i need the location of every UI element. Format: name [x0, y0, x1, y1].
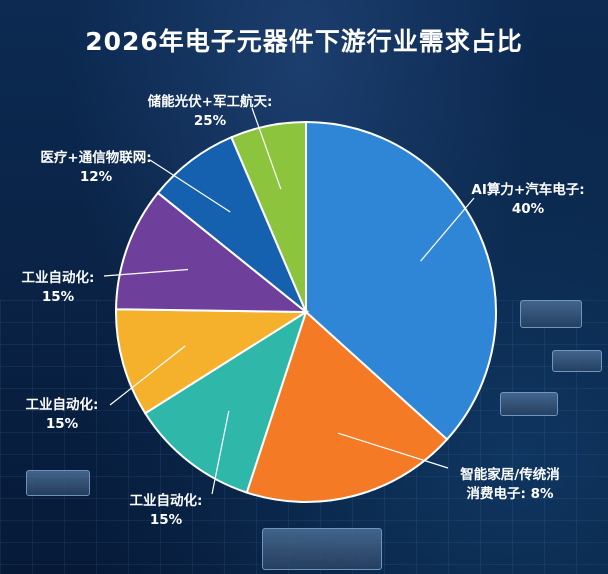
pie-slice — [143, 309, 308, 494]
chart-title: 2026年电子元器件下游行业需求占比 — [85, 27, 523, 56]
circuit-chip-decoration — [552, 350, 602, 372]
slice-label: 智能家居/传统消消费电子: 8% — [460, 466, 560, 502]
circuit-chip-decoration — [262, 528, 382, 570]
pie-slice — [115, 308, 310, 415]
slice-label: AI算力+汽车电子: 40% — [471, 181, 584, 217]
pie-slice — [245, 310, 449, 503]
circuit-chip-decoration — [520, 300, 582, 328]
leader-line — [211, 410, 230, 495]
leader-line — [420, 197, 475, 262]
circuit-chip-decoration — [26, 470, 90, 496]
leader-line — [337, 432, 449, 469]
pie-slice — [156, 135, 307, 313]
leader-line — [149, 159, 231, 213]
slice-label: 工业自动化: 15% — [130, 492, 203, 528]
leader-line — [251, 107, 282, 190]
slice-label: 工业自动化: 15% — [22, 269, 95, 305]
pie-slice — [115, 191, 309, 314]
slice-label: 储能光伏+军工航天: 25% — [147, 93, 273, 129]
slice-label: 医疗+通信物联网: 12% — [40, 149, 151, 185]
leader-line — [103, 268, 189, 277]
circuit-chip-decoration — [500, 392, 558, 416]
pie-slice — [305, 120, 497, 441]
leader-line — [109, 345, 186, 406]
pie-slice — [230, 120, 307, 313]
slice-label: 工业自动化: 15% — [26, 396, 99, 432]
